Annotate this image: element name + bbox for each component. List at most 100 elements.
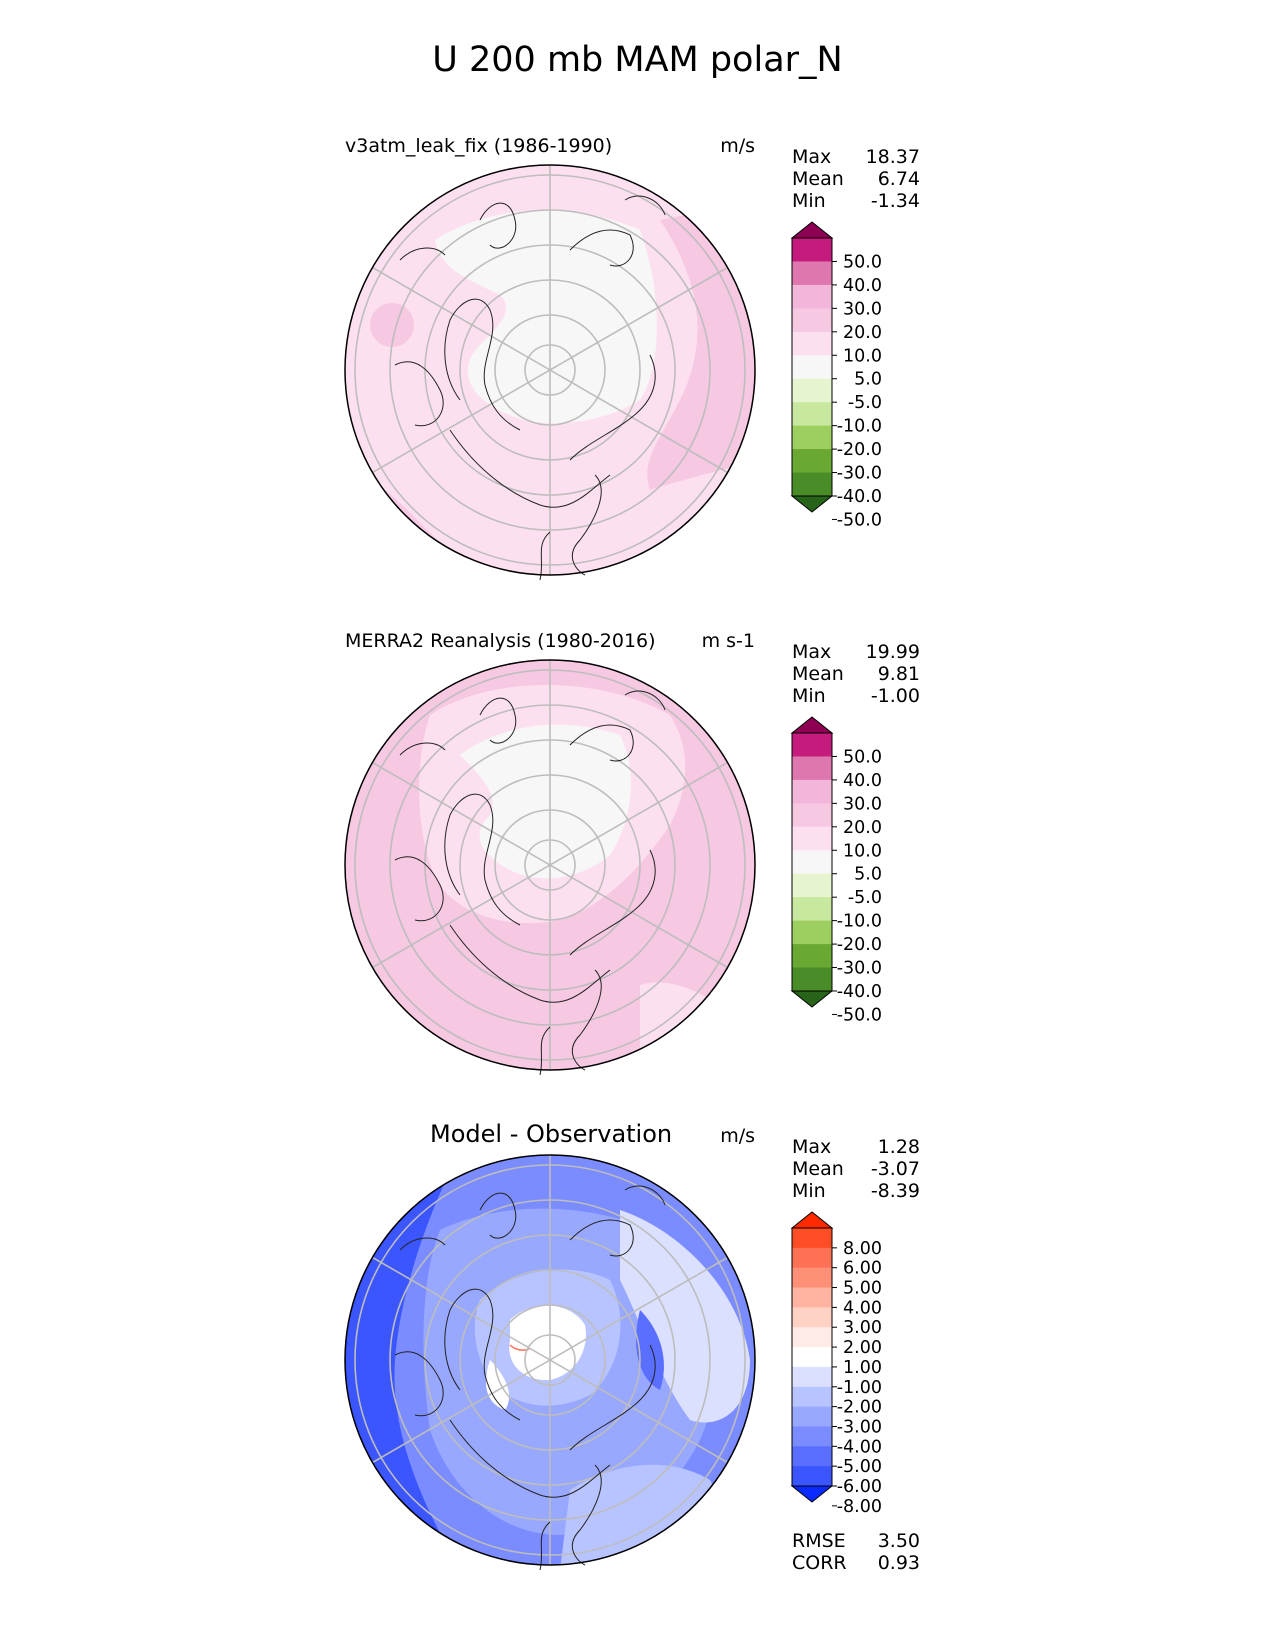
colorbar-tick-label: 4.00 xyxy=(843,1298,882,1318)
colorbar-tick-label: -3.00 xyxy=(837,1417,882,1437)
colorbar-tick-label: 5.0 xyxy=(854,865,882,885)
colorbar-tick-label: -1.00 xyxy=(837,1378,882,1398)
colorbar-extend-bottom xyxy=(790,1485,834,1503)
field-region-se xyxy=(640,982,755,1070)
colorbar-tick-label: 10.0 xyxy=(843,841,882,861)
colorbar-extend-top xyxy=(790,716,834,734)
stat-label: Min xyxy=(792,1180,826,1202)
colorbar-segment xyxy=(792,1426,832,1447)
colorbar-tick-label: 30.0 xyxy=(843,794,882,814)
field-region-west-spot xyxy=(370,303,414,347)
panel-2-subtitle: MERRA2 Reanalysis (1980-2016) xyxy=(345,630,656,652)
graticule xyxy=(354,660,746,1070)
colorbar-segment xyxy=(792,779,832,804)
field-region-polar xyxy=(435,210,657,424)
stat-value: 19.99 xyxy=(865,641,920,663)
stat-value: 9.81 xyxy=(877,663,920,685)
colorbar-segment xyxy=(792,1406,832,1427)
colorbar-frame xyxy=(791,732,833,992)
colorbar-segment xyxy=(792,733,832,757)
colorbar-tick-label: 10.0 xyxy=(843,346,882,366)
colorbar-segment xyxy=(792,378,832,403)
field-region-polar xyxy=(460,724,631,879)
colorbar-tick-label: -10.0 xyxy=(837,912,882,932)
colorbar-segment xyxy=(792,1287,832,1308)
coastlines xyxy=(394,690,666,1076)
colorbar-frame xyxy=(791,1227,833,1487)
colorbar-tick-label: -5.00 xyxy=(837,1457,882,1477)
stat-value: 6.74 xyxy=(877,168,920,190)
colorbar-segment xyxy=(792,897,832,922)
colorbar-segment xyxy=(792,826,832,851)
colorbar-segment xyxy=(792,472,832,497)
colorbar-tick-label: 20.0 xyxy=(843,818,882,838)
map-boundary xyxy=(344,1154,756,1566)
stat-label: Max xyxy=(792,1136,832,1158)
colorbar-tick-label: 50.0 xyxy=(843,252,882,272)
colorbar-tick-label: -40.0 xyxy=(837,982,882,1002)
colorbar-tick-label: 5.00 xyxy=(843,1279,882,1299)
panel-3-metrics: RMSE 3.50 CORR 0.93 xyxy=(792,1530,920,1574)
metric-value: 0.93 xyxy=(877,1552,920,1574)
colorbar-segment xyxy=(792,967,832,992)
colorbar-tick-label: -40.0 xyxy=(837,487,882,507)
colorbar-tick-label: 5.0 xyxy=(854,370,882,390)
stat-value: -1.00 xyxy=(870,685,920,707)
map-boundary xyxy=(344,659,756,1071)
stat-value: 18.37 xyxy=(865,146,920,168)
colorbar-tick-label: -30.0 xyxy=(837,959,882,979)
colorbar-tick-label: 40.0 xyxy=(843,771,882,791)
map-boundary xyxy=(344,164,756,576)
colorbar-tick-label: 50.0 xyxy=(843,747,882,767)
colorbar-tick-label: -20.0 xyxy=(837,935,882,955)
metric-label: RMSE xyxy=(792,1530,846,1552)
colorbar-tick-label: 30.0 xyxy=(843,299,882,319)
colorbar-segment xyxy=(792,920,832,945)
polar-map-ref xyxy=(344,659,756,1076)
colorbar-tick-label: 6.00 xyxy=(843,1259,882,1279)
diff-region-polar xyxy=(509,1305,586,1381)
colorbar-segment xyxy=(792,261,832,286)
stat-value: -8.39 xyxy=(870,1180,920,1202)
colorbar-tick-label: -30.0 xyxy=(837,464,882,484)
diff-region-east-spot xyxy=(636,1310,664,1390)
colorbar-segment xyxy=(792,1386,832,1408)
colorbar-segment xyxy=(792,756,832,781)
colorbar-segment xyxy=(792,238,832,262)
colorbar-segment xyxy=(792,1267,832,1289)
stat-label: Mean xyxy=(792,1158,844,1180)
graticule xyxy=(354,1155,746,1565)
diff-positive-contour xyxy=(509,1344,531,1351)
colorbar-segment xyxy=(792,1247,832,1269)
stat-label: Mean xyxy=(792,168,844,190)
metric-value: 3.50 xyxy=(877,1530,920,1552)
colorbar-segment xyxy=(792,1307,832,1328)
colorbar-segment xyxy=(792,1327,832,1348)
stat-label: Min xyxy=(792,685,826,707)
colorbar-test: 50.0 40.0 30.0 20.0 10.0 5.0 -5.0 -10.0 -20.0 -30… xyxy=(790,221,882,530)
colorbar-tick-label: 20.0 xyxy=(843,323,882,343)
coastlines xyxy=(394,195,666,581)
colorbar-segment xyxy=(792,803,832,828)
panel-1-stats: Max 18.37 Mean 6.74 Min -1.34 xyxy=(792,146,920,212)
panel-3-stats: Max 1.28 Mean -3.07 Min -8.39 xyxy=(792,1136,920,1202)
colorbar-segment xyxy=(792,1228,832,1249)
stat-label: Min xyxy=(792,190,826,212)
colorbar-segment xyxy=(792,1347,832,1368)
colorbar-tick-label: 8.00 xyxy=(843,1239,882,1259)
colorbar-tick-label: 40.0 xyxy=(843,276,882,296)
colorbar-segment xyxy=(792,1446,832,1467)
stat-label: Max xyxy=(792,641,832,663)
colorbar-tick-label: -2.00 xyxy=(837,1398,882,1418)
stat-label: Max xyxy=(792,146,832,168)
colorbar-frame xyxy=(791,237,833,497)
colorbar-segment xyxy=(792,425,832,450)
coastlines xyxy=(394,1185,666,1571)
figure-title: U 200 mb MAM polar_N xyxy=(432,40,843,80)
colorbar-tick-label: -50.0 xyxy=(837,1005,882,1025)
colorbar-segment xyxy=(792,355,832,380)
colorbar-tick-label: -8.00 xyxy=(837,1497,882,1517)
colorbar-segment xyxy=(792,850,832,875)
panel-1-units: m/s xyxy=(720,135,755,157)
panel-3-subtitle: Model - Observation xyxy=(430,1120,673,1148)
